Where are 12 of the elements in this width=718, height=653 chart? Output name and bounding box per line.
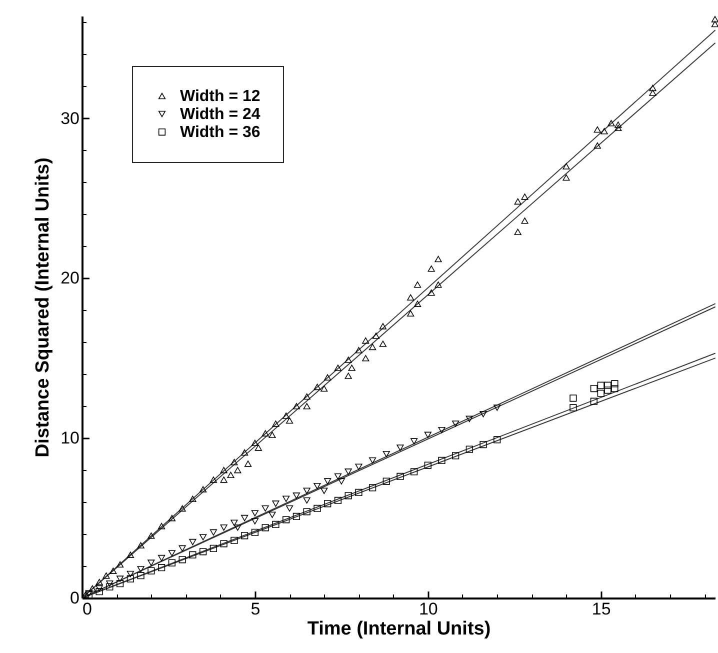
x-tick-label: 10 bbox=[418, 600, 438, 618]
legend-label: Width = 12 bbox=[180, 88, 260, 105]
x-tick-label: 5 bbox=[250, 600, 260, 618]
x-tick-label: 15 bbox=[592, 600, 611, 618]
y-tick-label: 10 bbox=[60, 428, 80, 448]
y-axis-title: Distance Squared (Internal Units) bbox=[32, 158, 54, 458]
legend-label: Width = 24 bbox=[180, 106, 260, 123]
x-tick-label: 0 bbox=[82, 600, 92, 618]
y-tick-label: 20 bbox=[60, 268, 80, 288]
y-tick-label: 30 bbox=[60, 108, 80, 128]
legend-label: Width = 36 bbox=[180, 124, 260, 141]
x-axis-title: Time (Internal Units) bbox=[307, 618, 491, 640]
